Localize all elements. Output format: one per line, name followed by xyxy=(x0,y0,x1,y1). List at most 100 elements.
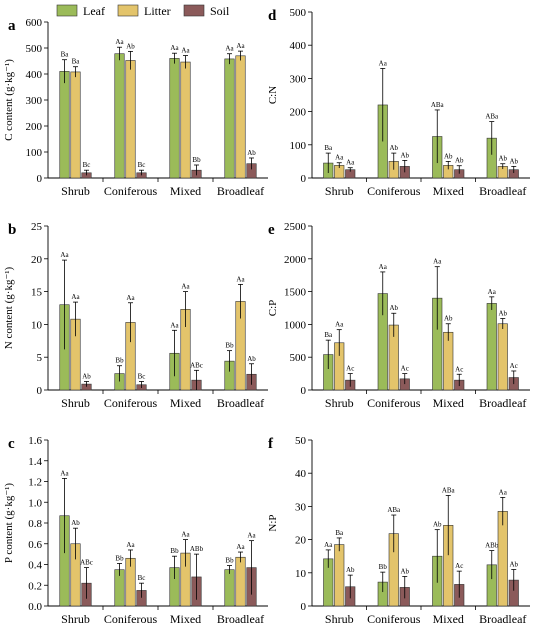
y-tick-label: 0 xyxy=(37,385,43,397)
significance-label: ABc xyxy=(190,361,203,369)
x-tick-label: Shrub xyxy=(61,184,90,198)
legend-swatch-litter xyxy=(117,4,139,17)
significance-label: Aa xyxy=(181,531,190,539)
panel-e: 05001000150020002500eC:PShrubBaAaAcConif… xyxy=(267,221,530,410)
y-tick-label: 2000 xyxy=(284,254,307,266)
significance-label: Aa xyxy=(379,59,388,67)
x-tick-label: Shrub xyxy=(325,612,354,626)
y-tick-label: 20 xyxy=(31,254,43,266)
bar-leaf xyxy=(486,303,497,391)
y-axis-label: C:N xyxy=(267,86,279,104)
bar-litter xyxy=(180,61,191,179)
significance-label: Aa xyxy=(324,541,333,549)
significance-label: Aa xyxy=(247,532,256,540)
significance-label: ABb xyxy=(485,542,499,550)
y-tick-label: 10 xyxy=(295,568,307,580)
y-tick-label: 1500 xyxy=(284,287,307,299)
significance-label: Ab xyxy=(389,304,398,312)
bar-litter xyxy=(235,556,246,607)
y-axis-label: N content (g·kg⁻¹) xyxy=(3,266,15,349)
significance-label: Aa xyxy=(236,275,245,283)
x-tick-label: Shrub xyxy=(61,396,90,410)
y-tick-label: 1.0 xyxy=(28,497,42,509)
significance-label: Ac xyxy=(346,365,354,373)
y-tick-label: 30 xyxy=(295,501,307,513)
y-tick-label: 1000 xyxy=(284,319,307,331)
panel-letter: b xyxy=(8,222,16,238)
x-tick-label: Coniferous xyxy=(367,184,421,198)
y-tick-label: 0.8 xyxy=(28,518,42,530)
significance-label: Bc xyxy=(83,161,91,169)
x-tick-label: Coniferous xyxy=(104,184,158,198)
y-axis-label: P content (g·kg⁻¹) xyxy=(3,483,15,564)
y-tick-label: 2500 xyxy=(284,221,307,233)
y-tick-label: 500 xyxy=(290,352,307,364)
significance-label: Ab xyxy=(389,144,398,152)
y-tick-label: 0 xyxy=(301,601,307,613)
significance-label: Aa xyxy=(170,44,179,52)
legend-label-litter: Litter xyxy=(144,4,171,18)
significance-label: Ab xyxy=(126,42,135,50)
x-tick-label: Broadleaf xyxy=(217,612,264,626)
significance-label: Bb xyxy=(115,357,124,365)
y-tick-label: 0.2 xyxy=(28,580,42,592)
significance-label: Bb xyxy=(225,557,234,565)
y-tick-label: 400 xyxy=(26,69,43,81)
significance-label: Aa xyxy=(126,541,135,549)
significance-label: Ac xyxy=(455,365,463,373)
panel-f: 01020304050fN:PShrubAaBaAbConiferousBbAB… xyxy=(267,435,530,626)
significance-label: Ac xyxy=(510,362,518,370)
y-tick-label: 5 xyxy=(37,352,43,364)
y-tick-label: 0.6 xyxy=(28,539,42,551)
significance-label: Ab xyxy=(455,157,464,165)
x-tick-label: Mixed xyxy=(433,612,464,626)
bar-leaf xyxy=(224,569,235,607)
significance-label: ABb xyxy=(190,545,204,553)
bar-leaf xyxy=(224,58,235,179)
significance-label: Ac xyxy=(401,365,409,373)
significance-label: Ac xyxy=(455,562,463,570)
significance-label: Aa xyxy=(335,154,344,162)
significance-label: Aa xyxy=(488,288,497,296)
bar-litter xyxy=(70,71,81,179)
significance-label: Ab xyxy=(82,372,91,380)
significance-label: Ab xyxy=(400,567,409,575)
significance-label: Ba xyxy=(335,529,344,537)
x-tick-label: Mixed xyxy=(170,612,201,626)
significance-label: ABa xyxy=(442,486,456,494)
x-tick-label: Coniferous xyxy=(367,396,421,410)
y-tick-label: 50 xyxy=(295,435,307,447)
y-tick-label: 1.2 xyxy=(28,477,42,489)
significance-label: Bb xyxy=(379,563,388,571)
significance-label: ABa xyxy=(431,101,445,109)
significance-label: Aa xyxy=(115,38,124,46)
bar-leaf xyxy=(114,53,125,179)
x-tick-label: Mixed xyxy=(433,184,464,198)
bar-litter xyxy=(443,331,454,391)
significance-label: Bc xyxy=(138,161,146,169)
y-tick-label: 40 xyxy=(295,468,307,480)
y-tick-label: 500 xyxy=(26,43,43,55)
significance-label: Bb xyxy=(170,547,179,555)
y-tick-label: 200 xyxy=(26,121,43,133)
legend-label-leaf: Leaf xyxy=(83,4,105,18)
significance-label: Aa xyxy=(346,159,355,167)
panel-letter: e xyxy=(268,222,275,238)
significance-label: Ba xyxy=(61,51,70,59)
y-tick-label: 10 xyxy=(31,319,43,331)
x-tick-label: Mixed xyxy=(170,396,201,410)
significance-label: Bb xyxy=(115,554,124,562)
x-tick-label: Shrub xyxy=(325,184,354,198)
y-tick-label: 25 xyxy=(31,221,43,233)
significance-label: Aa xyxy=(335,321,344,329)
significance-label: Ab xyxy=(247,149,256,157)
y-tick-label: 15 xyxy=(31,287,43,299)
significance-label: ABa xyxy=(485,113,499,121)
significance-label: Ba xyxy=(324,144,333,152)
legend-swatch-soil xyxy=(183,4,205,17)
legend: Leaf Litter Soil xyxy=(56,4,230,18)
bar-litter xyxy=(334,544,345,607)
significance-label: Ba xyxy=(72,58,81,66)
significance-label: ABa xyxy=(387,506,401,514)
